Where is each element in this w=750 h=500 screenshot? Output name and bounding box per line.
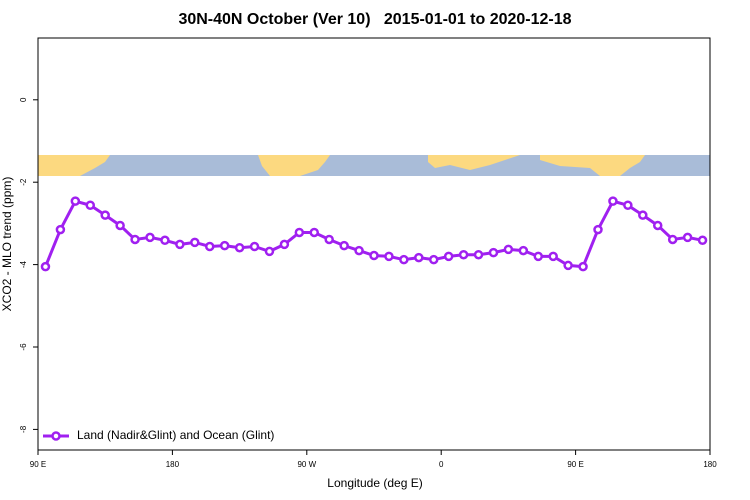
x-tick-label: 180: [166, 460, 180, 469]
data-point: [145, 232, 155, 243]
data-point: [563, 260, 573, 271]
y-tick-label: -6: [19, 343, 28, 351]
data-point: [667, 234, 678, 245]
data-point: [279, 239, 290, 250]
data-point: [249, 241, 260, 252]
data-point: [638, 210, 648, 220]
data-point: [40, 261, 51, 272]
data-point: [130, 234, 140, 245]
data-point: [503, 244, 514, 255]
plot-frame: [37, 37, 711, 451]
x-tick-label: 90 E: [30, 460, 46, 469]
x-tick-label: 90 E: [567, 460, 583, 469]
x-tick-label: 90 W: [297, 460, 316, 469]
data-point: [458, 249, 469, 260]
legend-label: Land (Nadir&Glint) and Ocean (Glint): [77, 428, 274, 442]
data-point: [309, 227, 320, 238]
data-point: [682, 232, 693, 243]
data-point: [473, 249, 484, 260]
data-point: [623, 200, 633, 211]
data-point: [369, 250, 379, 261]
data-point: [160, 235, 170, 246]
data-point: [652, 220, 663, 231]
data-point: [219, 240, 230, 251]
data-point: [264, 246, 275, 257]
map-strip: [38, 155, 710, 176]
y-tick-label: 0: [19, 97, 28, 102]
data-point: [533, 251, 544, 262]
legend-marker: [51, 431, 61, 441]
data-point: [354, 245, 364, 256]
data-point: [85, 200, 96, 211]
data-point: [548, 251, 558, 262]
data-point: [443, 251, 454, 262]
y-axis-label: XCO2 - MLO trend (ppm): [0, 177, 14, 312]
data-point: [100, 210, 110, 220]
x-tick-label: 0: [439, 460, 444, 469]
data-point: [384, 251, 394, 262]
data-point: [234, 242, 245, 253]
data-point: [593, 224, 603, 235]
data-point: [578, 261, 588, 272]
data-point: [518, 245, 529, 256]
data-point: [324, 234, 334, 245]
chart-title: 30N-40N October (Ver 10) 2015-01-01 to 2…: [178, 11, 571, 28]
data-point: [204, 241, 215, 252]
data-point: [608, 196, 618, 206]
data-point: [399, 254, 409, 265]
data-point: [115, 220, 125, 231]
x-axis-label: Longitude (deg E): [327, 476, 422, 490]
y-tick-label: -4: [19, 260, 28, 268]
data-point: [697, 235, 708, 246]
y-tick-label: -2: [19, 178, 28, 186]
data-point: [55, 224, 66, 235]
data-point: [70, 196, 81, 206]
data-point: [414, 252, 424, 263]
data-point: [488, 247, 499, 258]
data-point: [190, 237, 200, 248]
y-tick-label: -8: [19, 425, 28, 433]
data-point: [294, 227, 305, 238]
data-point: [428, 254, 439, 265]
data-point: [175, 239, 185, 250]
data-point: [339, 240, 349, 251]
x-tick-label: 180: [703, 460, 717, 469]
